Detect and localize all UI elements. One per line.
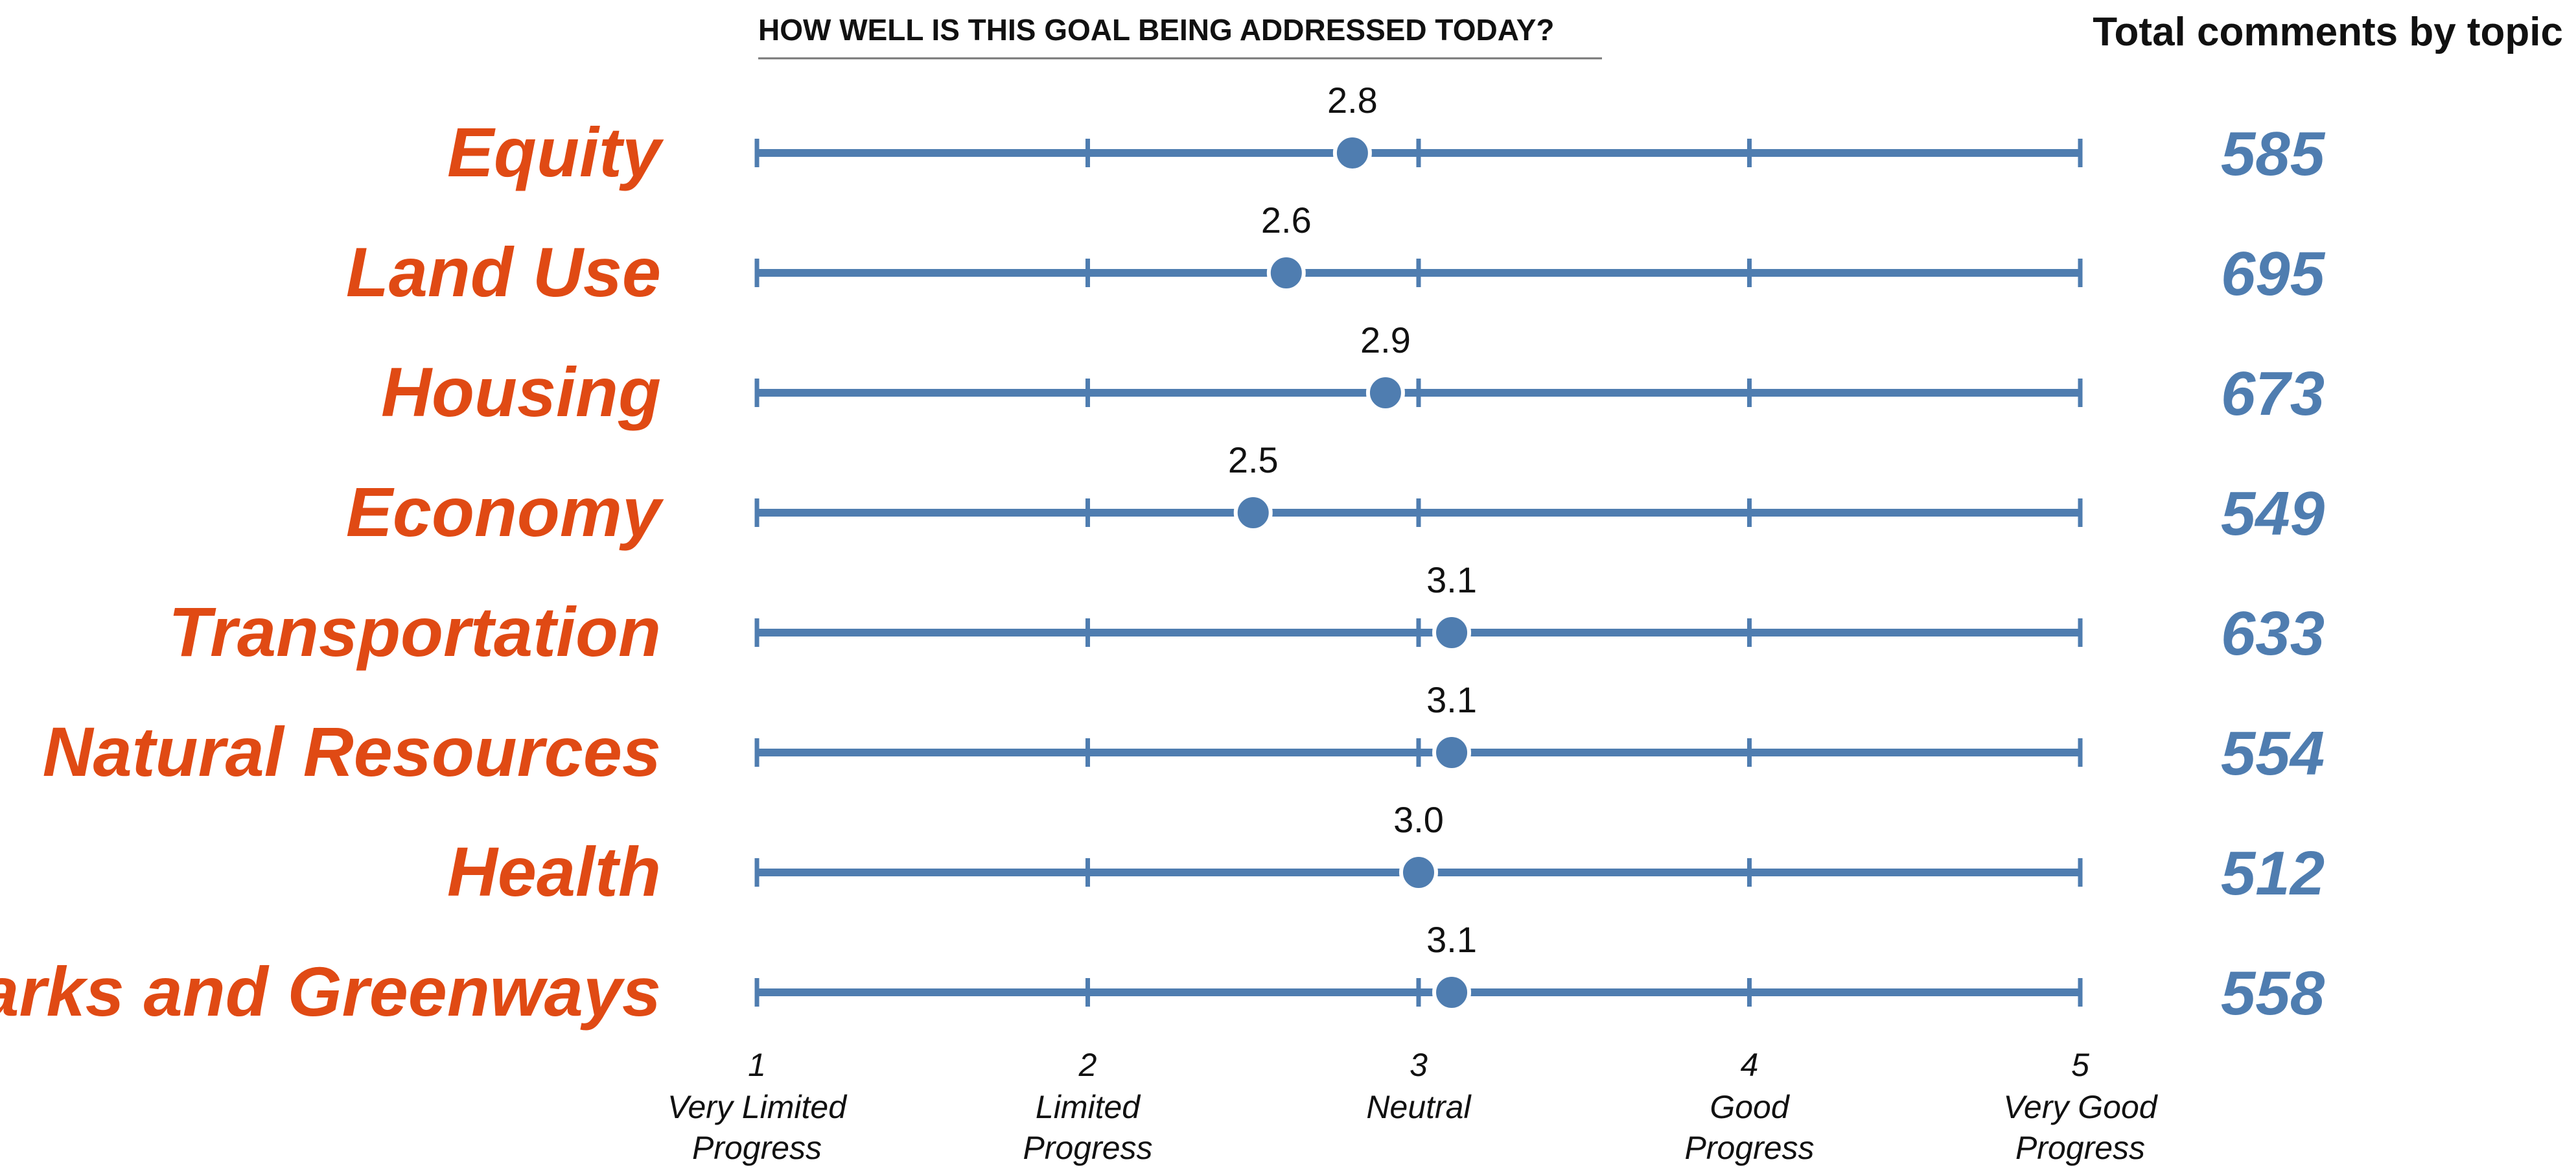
value-label: 2.6: [1261, 200, 1312, 240]
x-axis-labels: 1 Very Limited Progress 2 Limited Progress 3 Ne…: [667, 1047, 2159, 1166]
category-label: Equity: [447, 113, 664, 191]
category-label: Transportation: [168, 592, 661, 671]
comment-count: 558: [2221, 959, 2325, 1028]
value-dot: [1432, 733, 1472, 772]
category-label: Economy: [346, 473, 664, 551]
row-natural-resources: Natural Resources 3.1 554: [43, 679, 2325, 791]
value-dot: [1233, 493, 1273, 532]
row-land-use: Land Use 2.6 695: [346, 200, 2326, 311]
axis-tick-label-5: 5 Very Good Progress: [2003, 1047, 2158, 1166]
axis-tick-label-2: 2 Limited Progress: [1023, 1047, 1152, 1166]
category-label: Land Use: [346, 233, 661, 311]
row-housing: Housing 2.9 673: [381, 320, 2325, 431]
row-equity: Equity 2.8 585: [447, 80, 2326, 191]
value-dot: [1266, 253, 1306, 292]
comment-count: 633: [2221, 599, 2325, 668]
comment-count: 554: [2221, 719, 2325, 788]
comment-count: 695: [2221, 239, 2326, 309]
tick-number: 2: [1078, 1047, 1097, 1083]
value-dot: [1432, 973, 1472, 1012]
value-label: 3.1: [1426, 559, 1477, 600]
row-health: Health 3.0 512: [447, 799, 2325, 911]
row-transportation: Transportation 3.1 633: [168, 559, 2325, 671]
comment-count: 549: [2221, 479, 2325, 548]
value-label: 3.1: [1426, 679, 1477, 720]
comment-count: 512: [2221, 839, 2325, 908]
category-label: Parks and Greenways: [0, 952, 661, 1031]
value-label: 2.5: [1228, 439, 1279, 480]
tick-label-line1: Neutral: [1366, 1089, 1472, 1125]
chart-title: HOW WELL IS THIS GOAL BEING ADDRESSED TO…: [758, 13, 1554, 47]
tick-number: 1: [748, 1047, 766, 1083]
row-economy: Economy 2.5 549: [346, 439, 2325, 551]
value-dot: [1332, 134, 1372, 172]
category-label: Natural Resources: [43, 712, 661, 791]
value-label: 2.9: [1360, 320, 1411, 360]
axis-tick-label-1: 1 Very Limited Progress: [667, 1047, 848, 1166]
comments-header: Total comments by topic: [2093, 10, 2563, 54]
axis-tick-label-3: 3 Neutral: [1366, 1047, 1472, 1125]
value-label: 3.1: [1426, 919, 1477, 960]
tick-label-line1: Very Limited: [667, 1089, 848, 1125]
tick-number: 4: [1741, 1047, 1759, 1083]
value-label: 3.0: [1393, 799, 1444, 840]
tick-label-line1: Very Good: [2003, 1089, 2158, 1125]
tick-label-line2: Progress: [2015, 1130, 2145, 1166]
tick-label-line2: Progress: [1023, 1130, 1152, 1166]
tick-label-line1: Limited: [1036, 1089, 1141, 1125]
tick-label-line1: Good: [1710, 1089, 1791, 1125]
value-label: 2.8: [1327, 80, 1378, 121]
tick-label-line2: Progress: [1684, 1130, 1814, 1166]
category-label: Health: [447, 832, 661, 911]
category-label: Housing: [381, 353, 661, 431]
tick-label-line2: Progress: [692, 1130, 822, 1166]
value-dot: [1365, 373, 1405, 412]
comment-count: 673: [2221, 359, 2325, 428]
value-dot: [1432, 613, 1472, 652]
chart-rows: Equity 2.8 585 Land Use 2.6 695 Housing 2.9 673 E…: [0, 80, 2326, 1031]
tick-number: 3: [1410, 1047, 1428, 1083]
comment-count: 585: [2221, 119, 2326, 189]
row-parks-and-greenways: Parks and Greenways 3.1 558: [0, 919, 2325, 1031]
axis-tick-label-4: 4 Good Progress: [1684, 1047, 1814, 1166]
tick-number: 5: [2071, 1047, 2089, 1083]
value-dot: [1399, 853, 1438, 892]
